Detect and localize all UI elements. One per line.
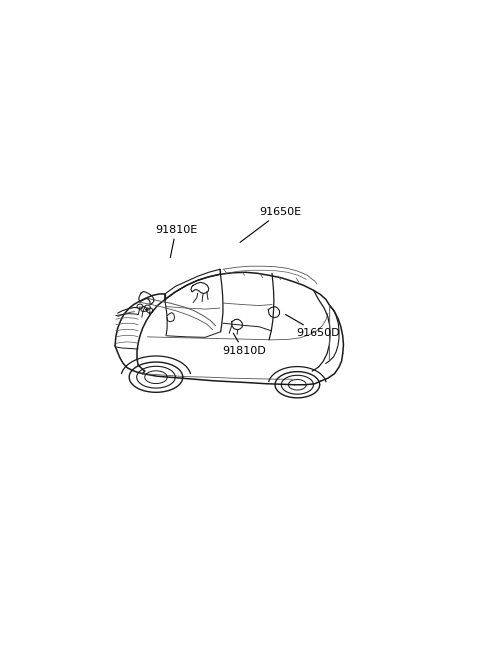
Text: 91810D: 91810D [222,333,265,356]
Text: 91810E: 91810E [155,225,197,257]
Text: 91650D: 91650D [286,314,340,338]
Text: 91650E: 91650E [240,207,301,242]
